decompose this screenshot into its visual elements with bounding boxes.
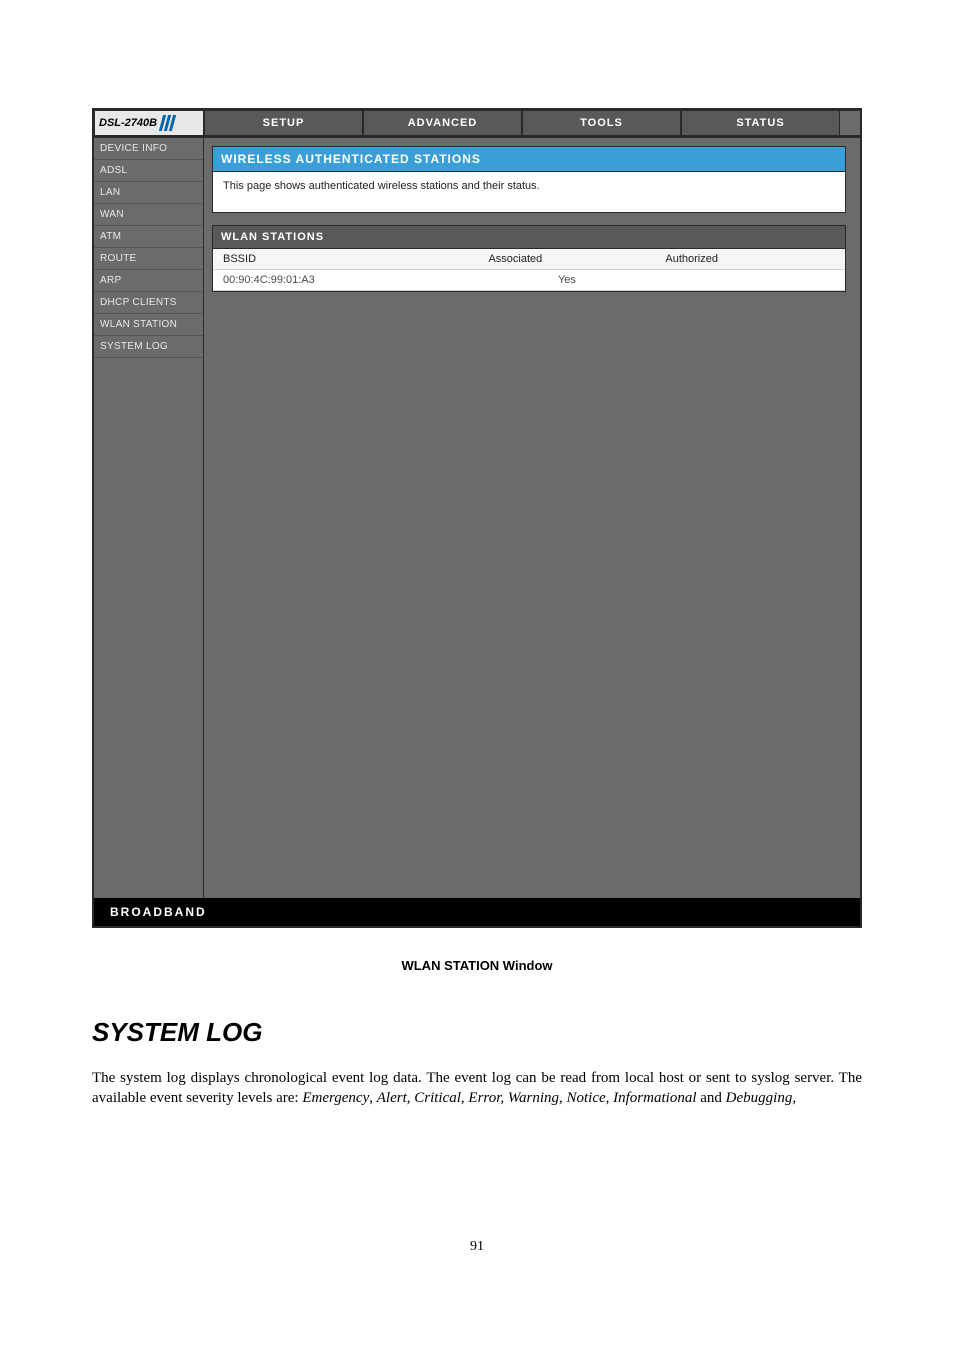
- table-header-row: BSSID Associated Authorized: [213, 249, 845, 270]
- figure-caption: WLAN STATION Window: [0, 958, 954, 973]
- doc-heading: SYSTEM LOG: [92, 1017, 862, 1048]
- col-bssid: BSSID: [213, 249, 478, 270]
- table-row: 00:90:4C:99:01:A3 Yes: [213, 270, 845, 291]
- sidebar-item-dhcp-clients[interactable]: DHCP CLIENTS: [94, 292, 203, 314]
- device-model: DSL-2740B: [99, 117, 157, 129]
- tab-tools[interactable]: TOOLS: [522, 110, 681, 136]
- sidebar-item-wlan-station[interactable]: WLAN STATION: [94, 314, 203, 336]
- cell-associated: Yes: [478, 270, 655, 291]
- topbar: DSL-2740B SETUP ADVANCED TOOLS STATUS: [94, 110, 860, 138]
- section-title: WLAN STATIONS: [213, 226, 845, 249]
- sidebar-item-atm[interactable]: ATM: [94, 226, 203, 248]
- tab-advanced[interactable]: ADVANCED: [363, 110, 522, 136]
- sidebar: DEVICE INFO ADSL LAN WAN ATM ROUTE ARP D…: [94, 138, 204, 898]
- sidebar-item-wan[interactable]: WAN: [94, 204, 203, 226]
- doc-paragraph: The system log displays chronological ev…: [92, 1068, 862, 1109]
- cell-authorized: [655, 270, 845, 291]
- sidebar-item-adsl[interactable]: ADSL: [94, 160, 203, 182]
- device-logo: DSL-2740B: [94, 110, 204, 136]
- col-associated: Associated: [478, 249, 655, 270]
- cell-bssid: 00:90:4C:99:01:A3: [213, 270, 478, 291]
- section-wlan-stations: WLAN STATIONS BSSID Associated Authorize…: [212, 225, 846, 292]
- wlan-stations-table: BSSID Associated Authorized 00:90:4C:99:…: [213, 249, 845, 291]
- tab-gap: [840, 110, 860, 136]
- panel-title: WIRELESS AUTHENTICATED STATIONS: [213, 147, 845, 172]
- panel-description: This page shows authenticated wireless s…: [213, 172, 845, 212]
- panel-wireless-auth-stations: WIRELESS AUTHENTICATED STATIONS This pag…: [212, 146, 846, 213]
- footer-brand: BROADBAND: [94, 898, 860, 926]
- sidebar-item-lan[interactable]: LAN: [94, 182, 203, 204]
- sidebar-item-system-log[interactable]: SYSTEM LOG: [94, 336, 203, 358]
- col-authorized: Authorized: [655, 249, 845, 270]
- logo-stripes-icon: [161, 115, 174, 131]
- sidebar-item-route[interactable]: ROUTE: [94, 248, 203, 270]
- page-number: 91: [0, 1239, 954, 1255]
- main-content: WIRELESS AUTHENTICATED STATIONS This pag…: [204, 138, 860, 898]
- router-admin-window: DSL-2740B SETUP ADVANCED TOOLS STATUS DE…: [92, 108, 862, 928]
- tab-status[interactable]: STATUS: [681, 110, 840, 136]
- document-body: SYSTEM LOG The system log displays chron…: [92, 1017, 862, 1109]
- sidebar-item-device-info[interactable]: DEVICE INFO: [94, 138, 203, 160]
- tab-setup[interactable]: SETUP: [204, 110, 363, 136]
- body-row: DEVICE INFO ADSL LAN WAN ATM ROUTE ARP D…: [94, 138, 860, 898]
- sidebar-item-arp[interactable]: ARP: [94, 270, 203, 292]
